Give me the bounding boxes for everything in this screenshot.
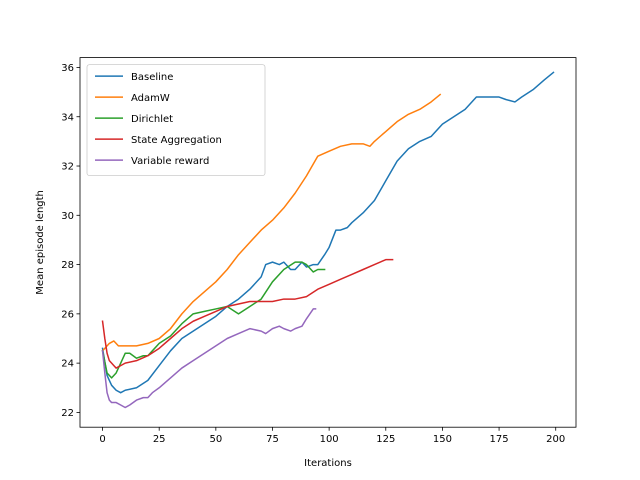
x-tick-label: 200 xyxy=(546,434,565,445)
y-tick-label: 24 xyxy=(61,359,74,370)
x-tick-label: 25 xyxy=(153,434,166,445)
legend-label: Dirichlet xyxy=(131,114,173,125)
x-tick-label: 50 xyxy=(209,434,222,445)
x-tick-label: 175 xyxy=(490,434,509,445)
series-line-adamw xyxy=(101,93,442,352)
series-layer xyxy=(101,71,555,409)
legend: Baseline AdamW Dirichlet State Aggregation V… xyxy=(86,64,266,176)
x-tick-label: 125 xyxy=(376,434,395,445)
x-axis: 0 25 50 75 100 125 150 175 200 xyxy=(99,427,565,445)
y-tick-label: 28 xyxy=(61,260,74,271)
y-axis: 22 24 26 28 30 32 34 36 xyxy=(61,63,80,419)
series-line-variable-reward xyxy=(101,308,317,409)
y-tick-label: 34 xyxy=(61,112,74,123)
y-tick-label: 32 xyxy=(61,162,74,173)
x-tick-label: 0 xyxy=(99,434,105,445)
y-tick-label: 26 xyxy=(61,309,74,320)
y-tick-label: 30 xyxy=(61,211,74,222)
x-tick-label: 75 xyxy=(266,434,279,445)
series-line-baseline xyxy=(101,71,555,394)
legend-label: Baseline xyxy=(131,72,173,83)
x-tick-label: 100 xyxy=(320,434,339,445)
y-axis-label: Mean episode length xyxy=(35,190,46,295)
x-tick-label: 150 xyxy=(433,434,452,445)
legend-box xyxy=(86,64,266,176)
series-line-dirichlet xyxy=(101,261,326,379)
y-tick-label: 36 xyxy=(61,63,74,74)
y-tick-label: 22 xyxy=(61,408,74,419)
series-line-state-aggregation xyxy=(101,258,394,369)
legend-label: Variable reward xyxy=(131,156,209,167)
legend-label: AdamW xyxy=(131,93,170,104)
x-axis-label: Iterations xyxy=(304,458,352,469)
plot-frame xyxy=(79,57,577,428)
legend-label: State Aggregation xyxy=(131,135,222,146)
